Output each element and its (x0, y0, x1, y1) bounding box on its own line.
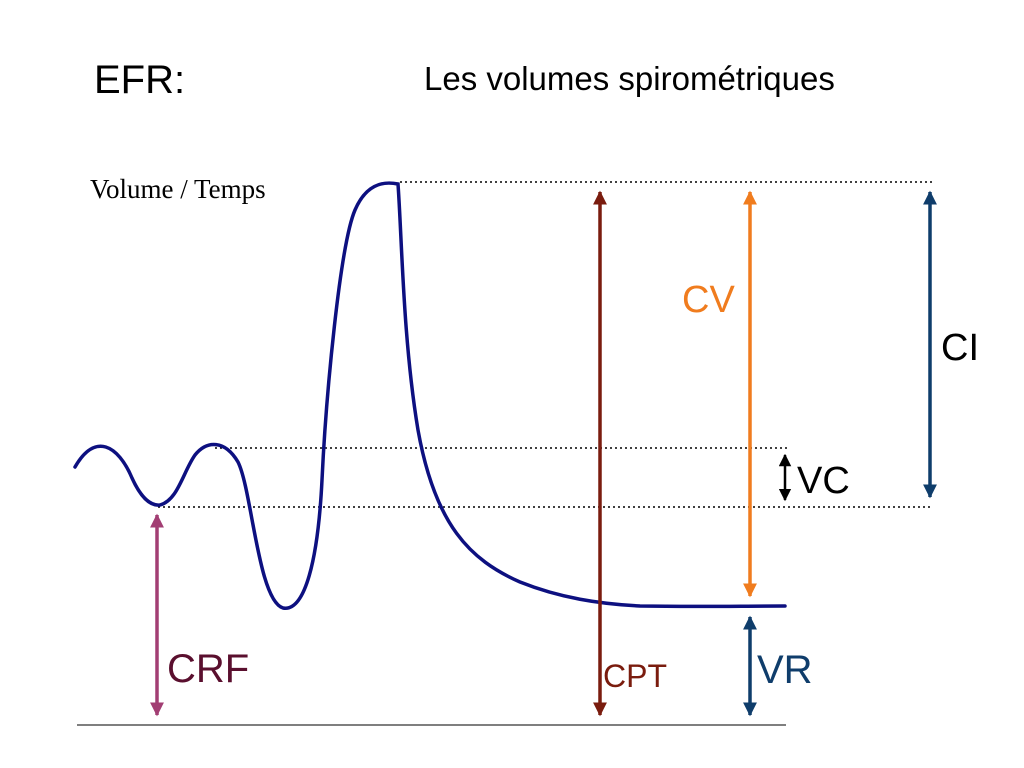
graph-caption: Volume / Temps (90, 174, 266, 204)
vr-label: VR (757, 648, 813, 692)
cv-label: CV (682, 279, 735, 321)
volume-trace (73, 181, 787, 610)
cpt-label: CPT (603, 658, 667, 694)
vc-label: VC (797, 460, 850, 502)
slide-prefix: EFR: (94, 58, 186, 102)
ci-label: CI (941, 327, 979, 369)
crf-label: CRF (167, 647, 249, 691)
slide-title: Les volumes spirométriques (424, 60, 835, 97)
